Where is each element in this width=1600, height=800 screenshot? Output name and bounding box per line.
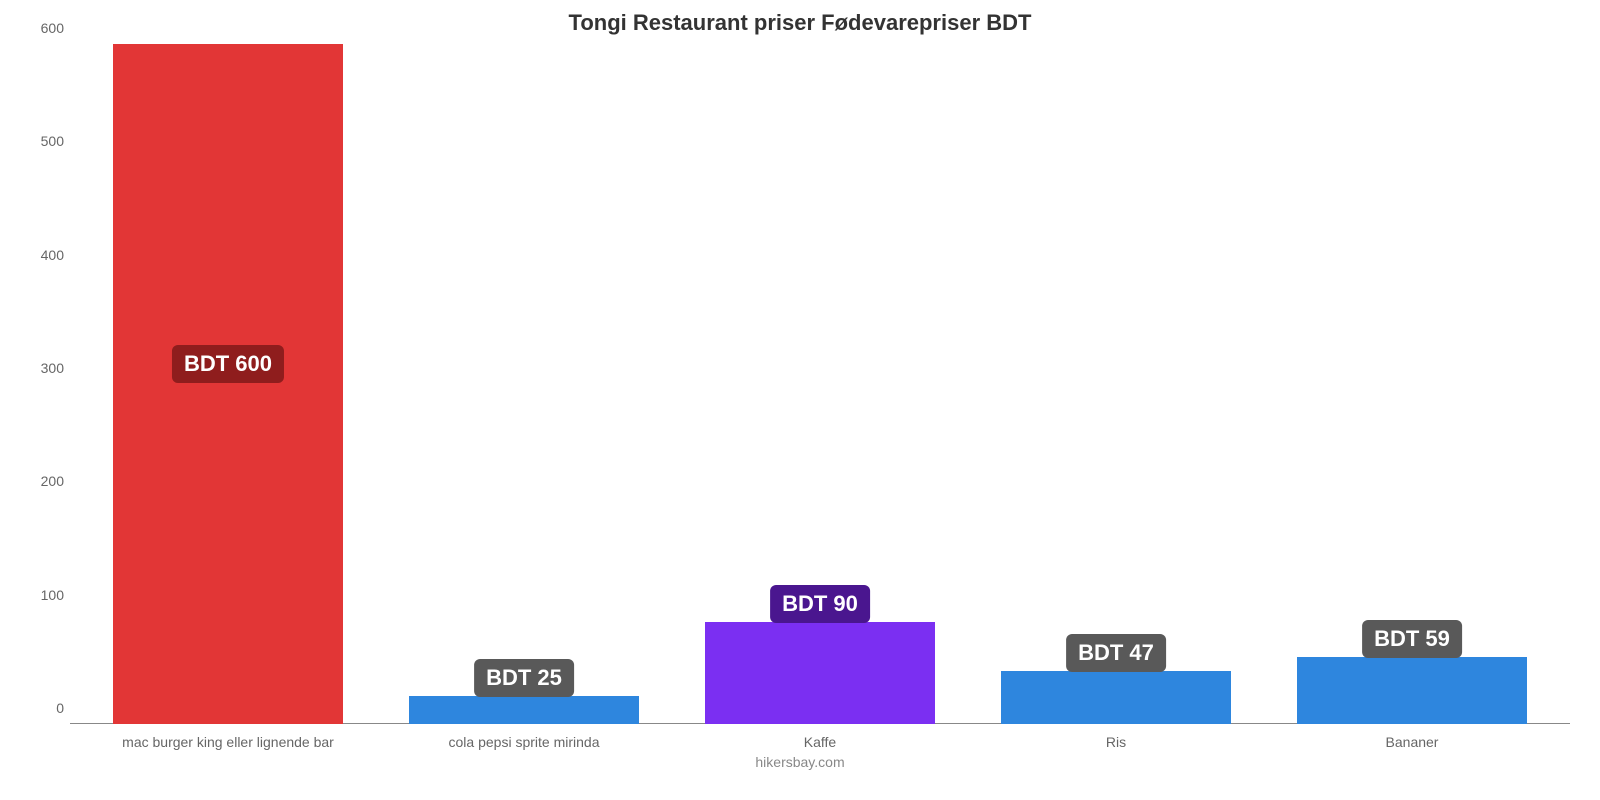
bars-row: BDT 600 BDT 25 BDT 90 BDT 47 BDT 59	[70, 44, 1570, 724]
plot-area: BDT 600BDT 25BDT 90BDT 47BDT 59 01002003…	[70, 44, 1570, 724]
chart-title: Tongi Restaurant priser Fødevarepriser B…	[20, 10, 1580, 36]
y-axis-tick: 600	[41, 20, 64, 36]
bar	[1297, 657, 1528, 724]
y-axis-tick: 100	[41, 587, 64, 603]
value-badge: BDT 47	[1066, 634, 1166, 672]
bar-slot: BDT 25	[376, 44, 672, 724]
y-axis-tick: 0	[56, 700, 64, 716]
bar-slot: BDT 47	[968, 44, 1264, 724]
value-badge: BDT 25	[474, 659, 574, 697]
x-labels-row: mac burger king eller lignende barcola p…	[70, 724, 1570, 750]
bar-slot: BDT 600	[80, 44, 376, 724]
x-axis-label: Ris	[968, 734, 1264, 750]
y-axis-tick: 300	[41, 360, 64, 376]
y-axis-tick: 500	[41, 133, 64, 149]
bar	[409, 696, 640, 724]
x-axis-label: mac burger king eller lignende bar	[80, 734, 376, 750]
value-badge: BDT 90	[770, 585, 870, 623]
bar	[1001, 671, 1232, 724]
x-axis-label: cola pepsi sprite mirinda	[376, 734, 672, 750]
bar	[705, 622, 936, 724]
chart-container: Tongi Restaurant priser Fødevarepriser B…	[0, 0, 1600, 800]
x-axis-label: Bananer	[1264, 734, 1560, 750]
x-axis-label: Kaffe	[672, 734, 968, 750]
y-axis-tick: 400	[41, 247, 64, 263]
attribution: hikersbay.com	[20, 754, 1580, 770]
bar	[113, 44, 344, 724]
bar-slot: BDT 59	[1264, 44, 1560, 724]
value-badge: BDT 600	[172, 345, 284, 383]
bar-slot: BDT 90	[672, 44, 968, 724]
y-axis-tick: 200	[41, 473, 64, 489]
value-badge: BDT 59	[1362, 620, 1462, 658]
